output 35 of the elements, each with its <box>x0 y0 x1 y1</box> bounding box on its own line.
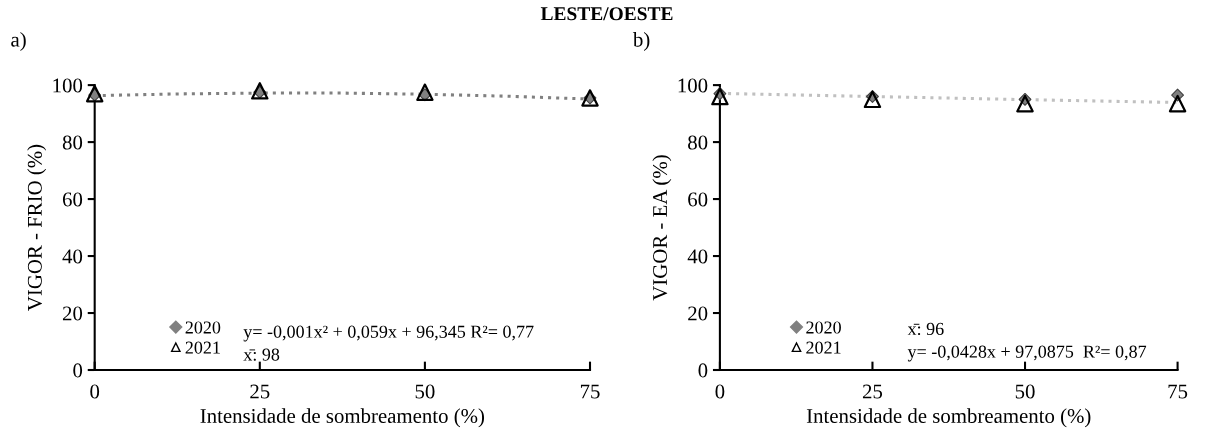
text: a) <box>11 32 26 51</box>
y-tick-label: 0 <box>73 363 83 378</box>
chart-title: LESTE/OESTE <box>540 7 673 21</box>
x-tick-label: 75 <box>1168 384 1188 399</box>
y-tick-label: 100 <box>678 78 708 93</box>
x-tick-label: 0 <box>90 384 100 399</box>
x-tick-label: 75 <box>580 384 600 399</box>
y-tick-label: 80 <box>62 135 83 150</box>
y-tick-label: 20 <box>62 306 83 321</box>
legend-label: 2020 <box>185 321 221 334</box>
y-axis-title: VIGOR - EA (%) <box>652 155 672 301</box>
annotation: x̄: 98 <box>243 348 280 361</box>
x-axis-title: Intensidade de sombreamento (%) <box>200 408 485 428</box>
y-tick-label: 60 <box>62 192 83 207</box>
legend-label: 2021 <box>806 341 841 354</box>
legend-label: 2020 <box>806 321 841 334</box>
text: b) <box>632 32 650 51</box>
y-tick-label: 40 <box>62 249 83 264</box>
y-tick-label: 20 <box>688 306 708 321</box>
y-tick-label: 60 <box>688 192 708 207</box>
legend-label: 2021 <box>185 341 220 354</box>
x-tick-label: 50 <box>1015 384 1035 399</box>
annotation: y= -0,001x² + 0,059x + 96,345 R²= 0,77 <box>243 325 534 342</box>
x-tick-label: 50 <box>415 384 435 399</box>
annotation: x̄: 96 <box>907 322 944 336</box>
x-axis-title: Intensidade de sombreamento (%) <box>806 408 1091 428</box>
x-tick-label: 0 <box>715 384 725 399</box>
x-tick-label: 25 <box>862 384 883 399</box>
y-axis-title: VIGOR - FRIO (%) <box>27 144 47 311</box>
y-tick-label: 0 <box>698 363 708 378</box>
y-tick-label: 80 <box>688 135 708 150</box>
x-tick-label: 25 <box>250 384 270 399</box>
annotation: y= -0,0428x + 97,0875 R²= 0,87 <box>907 345 1147 362</box>
y-tick-label: 100 <box>53 78 83 93</box>
y-tick-label: 40 <box>687 249 708 264</box>
